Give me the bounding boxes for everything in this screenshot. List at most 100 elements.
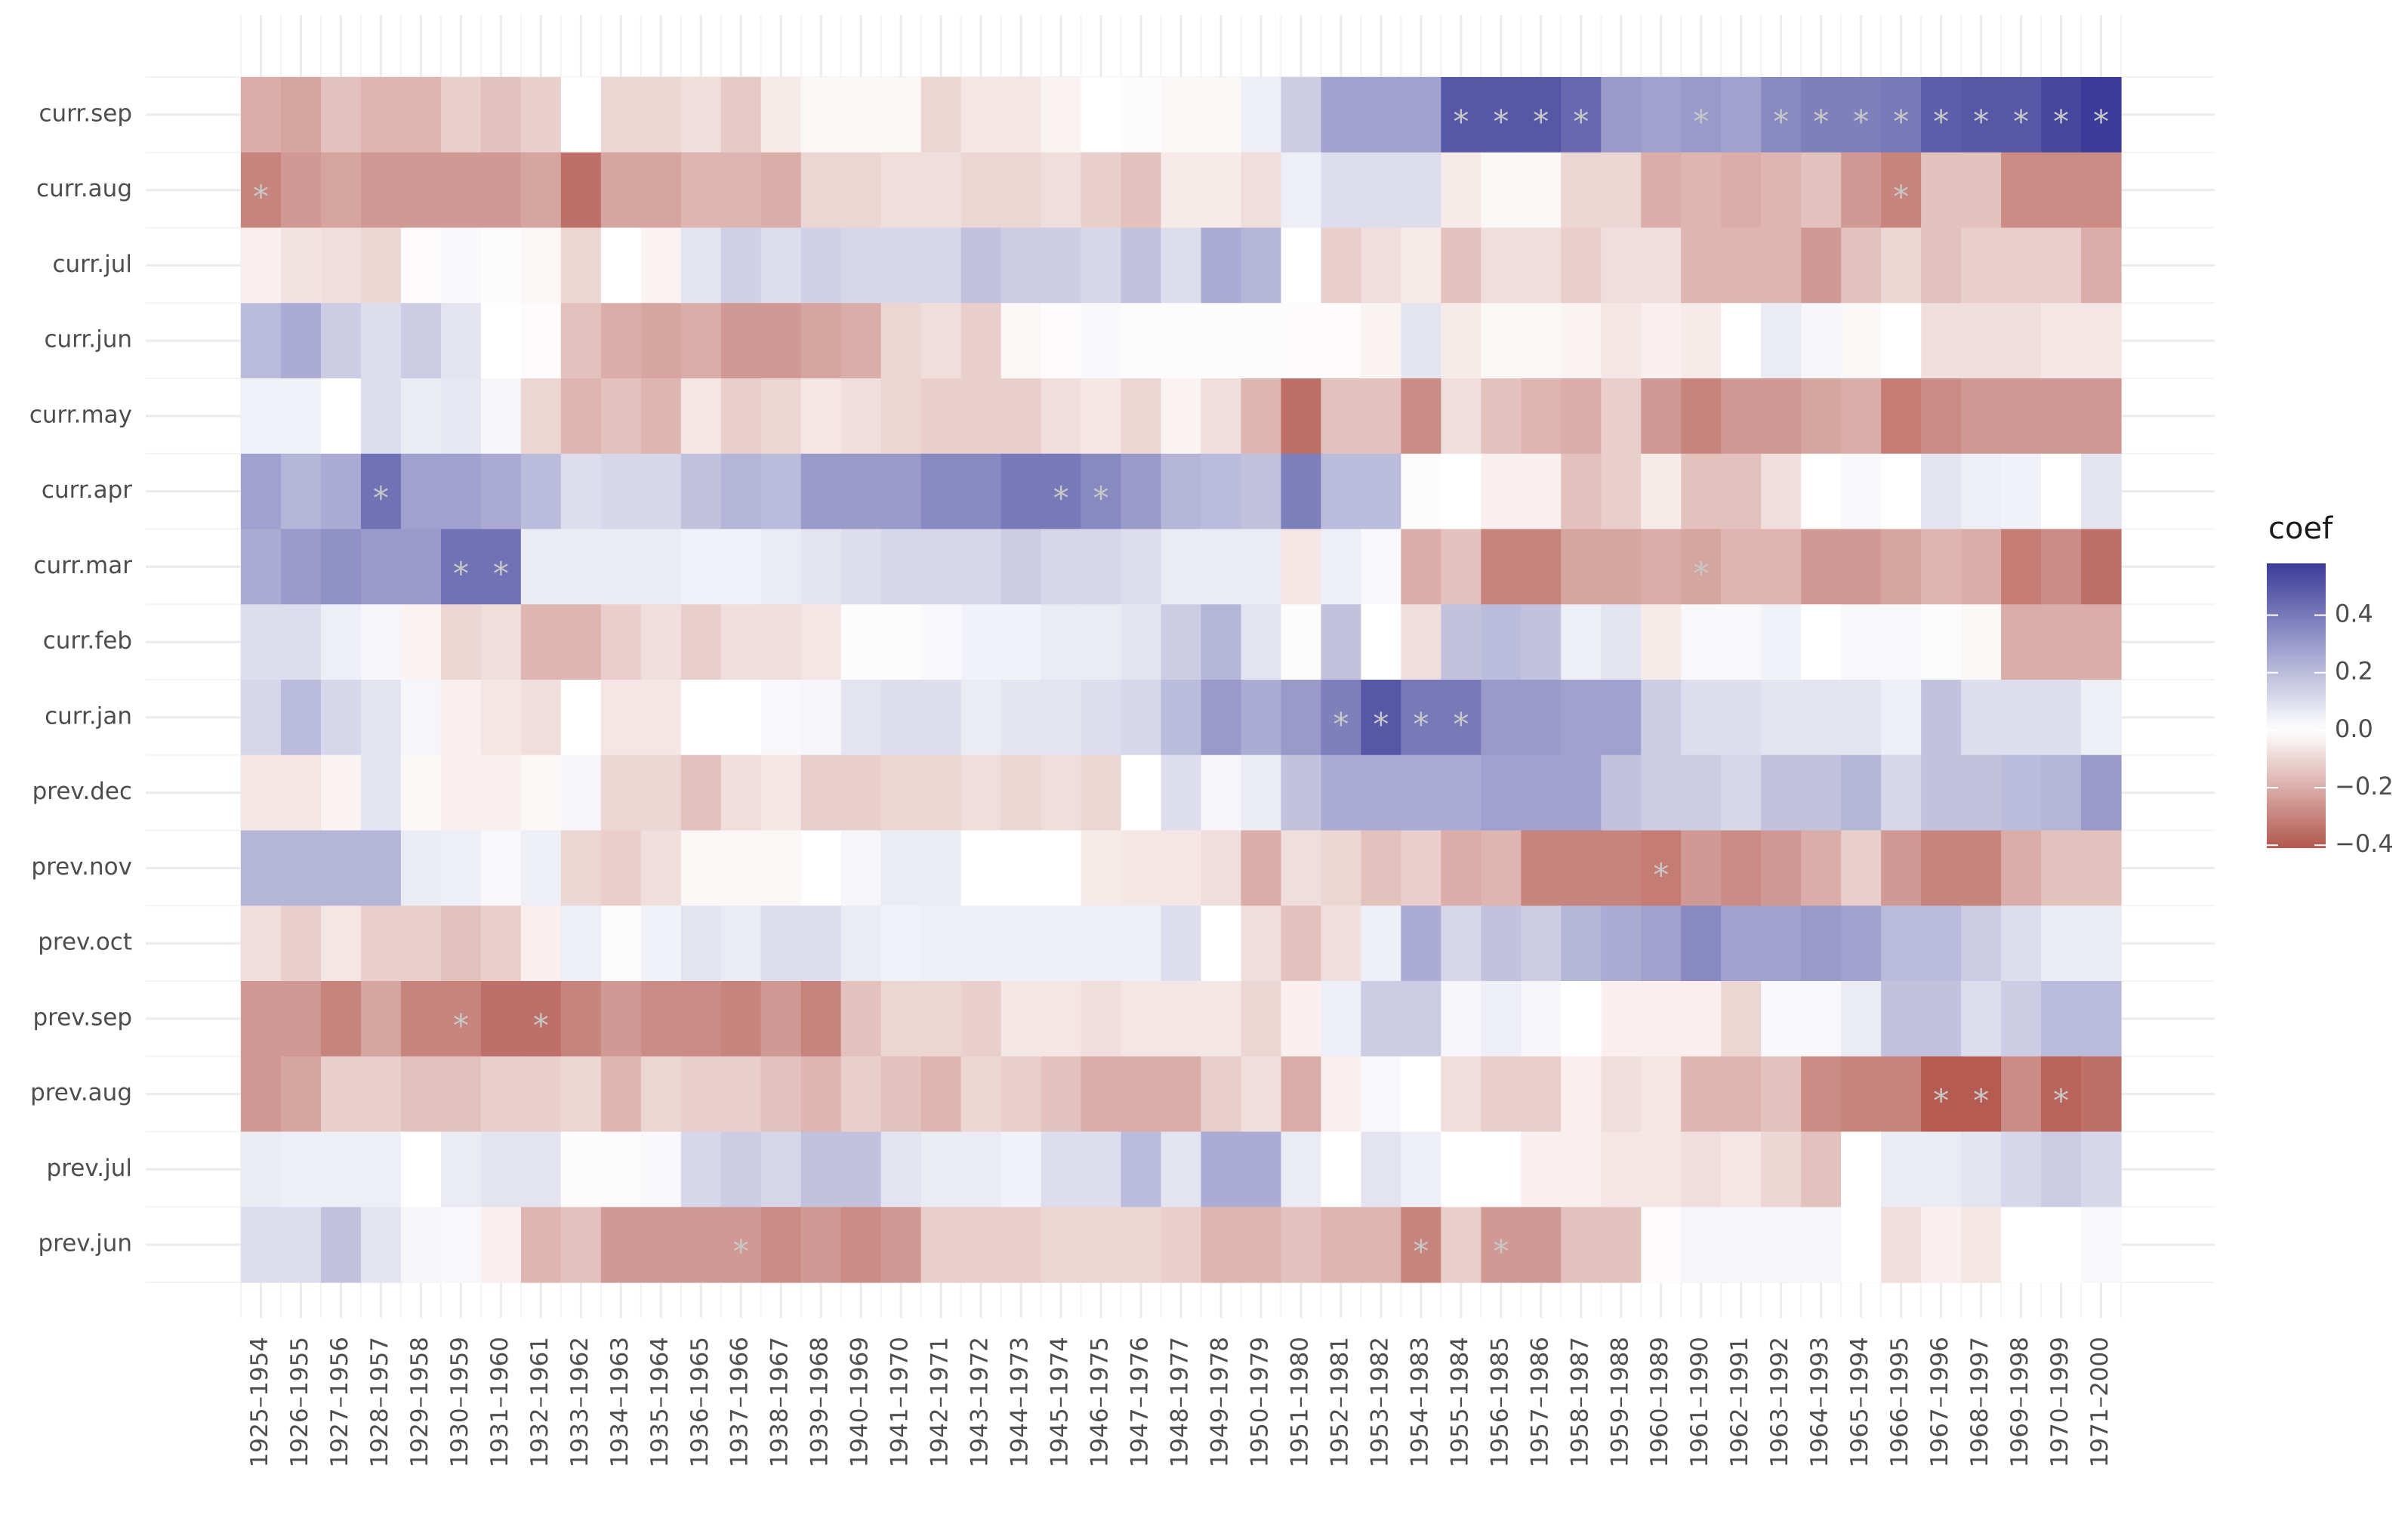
x-tick-label: 1932–1961 [526,1337,553,1467]
heatmap-cell [320,604,362,680]
heatmap-cell [1561,453,1602,530]
significance-marker: * [533,1007,549,1044]
heatmap-cell [1201,906,1242,982]
heatmap-cell [1681,680,1722,756]
significance-marker: * [1533,103,1549,140]
heatmap-cell [640,1207,682,1283]
heatmap-cell [1521,1056,1562,1133]
heatmap-cell [1361,1056,1401,1133]
heatmap-cell [1281,906,1322,982]
heatmap-cell [2081,754,2122,831]
x-tick-label: 1938–1967 [766,1337,794,1467]
heatmap-cell [360,754,402,831]
significance-marker: * [1853,103,1869,140]
heatmap-cell [920,152,962,229]
heatmap-cell [1241,830,1282,906]
heatmap-cell [1601,77,1642,153]
heatmap-cell [1801,378,1842,455]
heatmap-cell [1641,830,1682,906]
heatmap-cell [360,303,402,379]
heatmap-cell [1081,152,1122,229]
heatmap-cell [1841,529,1882,605]
x-tick-label: 1950–1979 [1246,1337,1273,1467]
significance-marker: * [1813,103,1829,140]
x-tick-label: 1949–1978 [1206,1337,1233,1467]
heatmap-cell [400,152,442,229]
heatmap-cell [1601,152,1642,229]
heatmap-cell [2081,680,2122,756]
heatmap-cell [440,378,482,455]
heatmap-cell [2001,981,2042,1057]
heatmap-cell [1881,604,1922,680]
heatmap-cell [1321,1056,1362,1133]
y-tick-label: curr.sep [39,100,132,127]
tiles [241,77,2122,1283]
heatmap-cell [1321,227,1362,304]
heatmap-cell [2001,1131,2042,1208]
heatmap-cell [320,152,362,229]
heatmap-cell [920,227,962,304]
heatmap-cell [920,604,962,680]
heatmap-cell [1081,1207,1122,1283]
heatmap-cell [840,1131,882,1208]
heatmap-cell [1201,378,1242,455]
heatmap-cell [1481,1056,1522,1133]
heatmap-cell [960,680,1002,756]
heatmap-cell [840,604,882,680]
heatmap-cell [1401,604,1441,680]
x-tick-label: 1940–1969 [846,1337,874,1467]
heatmap-cell [840,1207,882,1283]
heatmap-cell [320,1207,362,1283]
significance-marker: * [1973,103,1989,140]
heatmap-cell [2001,604,2042,680]
heatmap-cell [1241,227,1282,304]
axes: curr.sep curr.aug curr.jul curr.jun curr.may… [29,100,2114,1467]
y-tick-label: curr.jan [45,702,132,730]
heatmap-cell [1201,77,1242,153]
heatmap-cell [1681,378,1722,455]
heatmap-cell [1961,981,2002,1057]
heatmap-cell [1441,1207,1481,1283]
heatmap-cell [1121,604,1162,680]
heatmap-cell [400,453,442,530]
heatmap-cell [1761,453,1802,530]
x-tick-label: 1934–1963 [606,1337,634,1467]
heatmap-cell [1801,453,1842,530]
heatmap-cell [1241,680,1282,756]
heatmap-cell [800,303,842,379]
heatmap-cell [1201,453,1242,530]
heatmap-cell [680,303,722,379]
heatmap-cell [480,754,522,831]
heatmap-cell [1721,1207,1762,1283]
heatmap-cell [1201,981,1242,1057]
heatmap-cell [880,604,922,680]
heatmap-cell [1441,77,1481,153]
heatmap-cell [1961,604,2002,680]
heatmap-cell [760,830,802,906]
heatmap-cell [920,680,962,756]
heatmap-cell [1121,680,1162,756]
x-tick-label: 1952–1981 [1326,1337,1353,1467]
heatmap-cell [1721,227,1762,304]
heatmap-cell [241,754,282,831]
heatmap-cell [480,1131,522,1208]
heatmap-cell [1241,1056,1282,1133]
heatmap-cell [440,1056,482,1133]
heatmap-cell [1441,981,1481,1057]
heatmap-cell [1561,1131,1602,1208]
heatmap-cell [480,1056,522,1133]
heatmap-cell [1721,754,1762,831]
heatmap-cell [1801,529,1842,605]
heatmap-cell [880,754,922,831]
heatmap-cell [1161,227,1202,304]
heatmap-cell [241,152,282,229]
x-tick-label: 1965–1994 [1846,1337,1873,1467]
heatmap-cell [800,152,842,229]
heatmap-cell [760,303,802,379]
heatmap-cell [560,754,602,831]
heatmap-cell [1081,1131,1122,1208]
significance-marker: * [1413,705,1429,742]
heatmap-cell [800,830,842,906]
heatmap-cell [520,754,562,831]
heatmap-cell [2001,77,2042,153]
